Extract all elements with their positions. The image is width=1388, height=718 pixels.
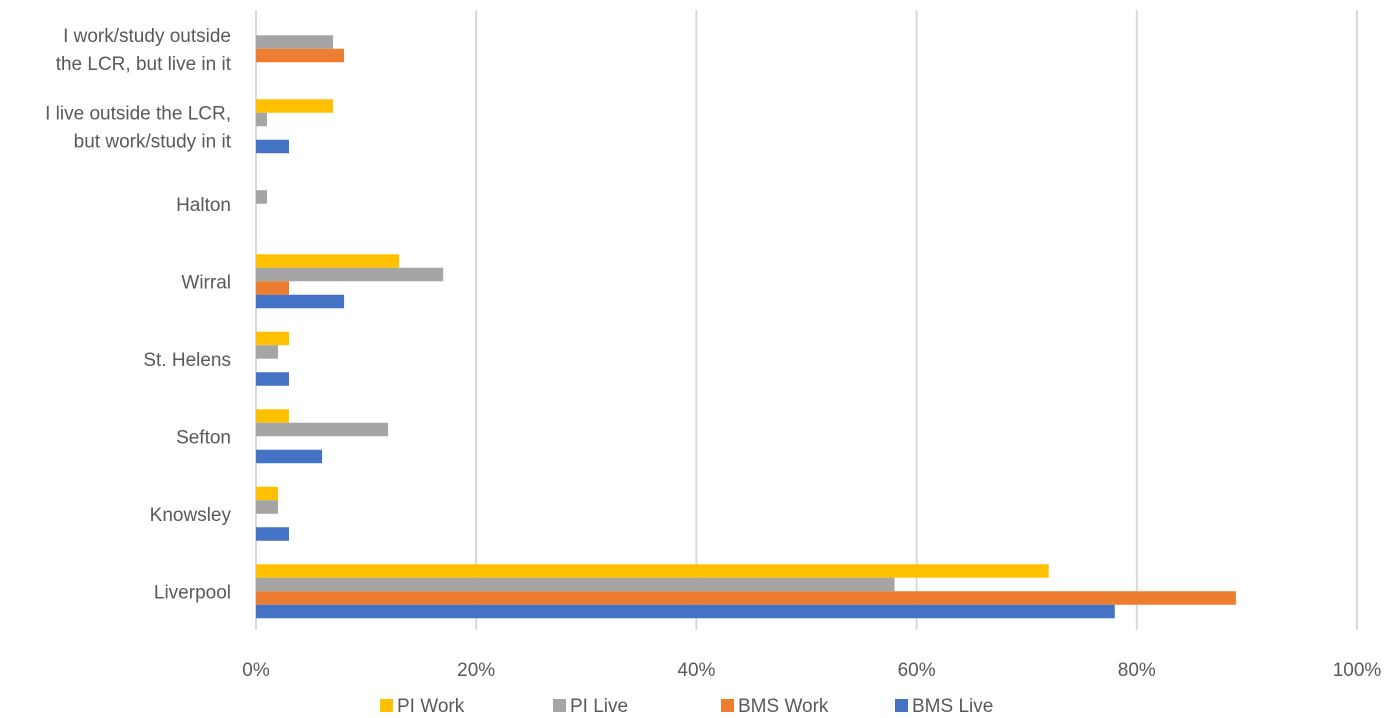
legend-item: BMS Work [721, 696, 829, 717]
gridlines [255, 10, 1358, 630]
bar-bms-live [256, 294, 345, 309]
category-label-line: the LCR, but live in it [56, 54, 232, 75]
legend-label: PI Live [570, 696, 628, 717]
category-label-line: St. Helens [143, 350, 231, 371]
bar-pi-work [256, 486, 279, 501]
category-label: Halton [176, 195, 231, 216]
x-tick-label: 80% [1118, 660, 1156, 681]
bar-pi-live [256, 35, 334, 49]
legend-swatch [721, 699, 734, 712]
category-label: Knowsley [150, 505, 232, 526]
x-tick-label: 40% [677, 660, 715, 681]
legend-label: BMS Live [912, 696, 993, 717]
bar-bms-live [256, 604, 1115, 619]
category-label-line: Sefton [176, 427, 231, 448]
bar-pi-work [256, 331, 290, 346]
category-label-line: Halton [176, 195, 231, 216]
bar-pi-work [256, 99, 334, 113]
category-label-line: Liverpool [154, 582, 231, 603]
bar-pi-work [256, 254, 400, 268]
legend-swatch [895, 699, 908, 712]
bar-pi-live [256, 422, 389, 437]
x-tick-label: 20% [457, 660, 495, 681]
legend: PI Work PI Live BMS Work BMS Live [380, 696, 993, 717]
x-tick-label: 60% [898, 660, 936, 681]
bars [256, 35, 1236, 619]
legend-item: BMS Live [895, 696, 993, 717]
bar-pi-live [256, 345, 279, 359]
x-axis-tick-labels: 0% 20% 40% 60% 80% 100% [242, 660, 1381, 681]
legend-item: PI Live [553, 696, 628, 717]
x-tick-label: 0% [242, 660, 270, 681]
bar-pi-work [256, 564, 1049, 578]
category-label: I live outside the LCR, but work/study in… [45, 103, 232, 152]
bar-bms-live [256, 527, 290, 541]
bar-pi-live [256, 577, 895, 592]
category-label-line: I live outside the LCR, [45, 103, 231, 124]
x-tick-label: 100% [1333, 660, 1382, 681]
category-label-line: but work/study in it [74, 131, 232, 152]
category-label-line: I work/study outside [63, 26, 231, 47]
category-label: Wirral [181, 272, 231, 293]
bar-bms-work [256, 591, 1236, 605]
bar-pi-live [256, 500, 279, 514]
bar-pi-live [256, 267, 444, 282]
legend-item: PI Work [380, 696, 465, 717]
legend-label: BMS Work [738, 696, 829, 717]
bar-bms-live [256, 372, 290, 386]
legend-label: PI Work [397, 696, 465, 717]
bar-bms-work [256, 48, 345, 63]
category-label: I work/study outside the LCR, but live in… [56, 26, 232, 75]
legend-swatch [380, 699, 393, 712]
bar-pi-live [256, 190, 268, 204]
category-labels: I work/study outside the LCR, but live in… [45, 26, 232, 604]
bar-bms-work [256, 281, 290, 295]
category-label: Liverpool [154, 582, 231, 603]
bar-pi-live [256, 112, 268, 127]
legend-swatch [553, 699, 566, 712]
bar-bms-live [256, 449, 323, 464]
category-label: St. Helens [143, 350, 231, 371]
category-label-line: Wirral [181, 272, 231, 293]
category-label: Sefton [176, 427, 231, 448]
bar-bms-live [256, 139, 290, 154]
bar-pi-work [256, 409, 290, 423]
category-label-line: Knowsley [150, 505, 232, 526]
